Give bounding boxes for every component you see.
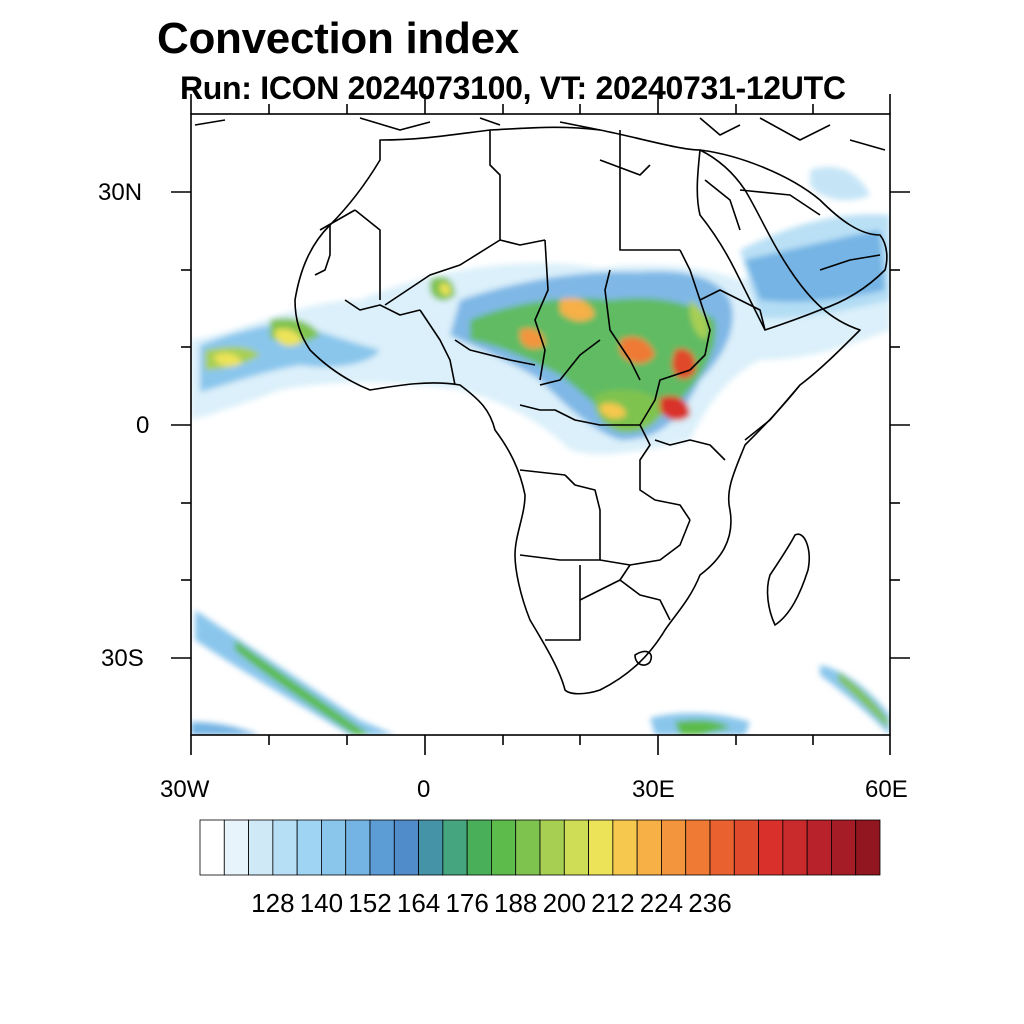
- colorbar-label: 188: [494, 888, 538, 918]
- lon-label-30e: 30E: [632, 776, 675, 803]
- colorbar-swatch: [321, 819, 347, 876]
- colorbar: [199, 819, 881, 876]
- colorbar-swatch: [636, 819, 662, 876]
- colorbar-swatch: [563, 819, 589, 876]
- colorbar-swatch: [831, 819, 857, 876]
- colorbar-swatch: [442, 819, 468, 876]
- colorbar-swatch: [248, 819, 274, 876]
- convection-field: [191, 166, 890, 735]
- colorbar-swatch: [515, 819, 541, 876]
- colorbar-swatch: [758, 819, 784, 876]
- lon-label-60e: 60E: [865, 776, 908, 803]
- colorbar-label: 200: [542, 888, 586, 918]
- colorbar-swatch: [733, 819, 759, 876]
- chart-title: Convection index: [157, 14, 519, 63]
- colorbar-label: 164: [396, 888, 441, 918]
- colorbar-swatch: [685, 819, 711, 876]
- colorbar-label: 140: [299, 888, 344, 918]
- colorbar-label: 236: [688, 888, 732, 918]
- colorbar-swatch: [272, 819, 298, 876]
- lat-label-30s: 30S: [101, 645, 144, 672]
- lon-label-30w: 30W: [160, 776, 210, 803]
- colorbar-swatch: [491, 819, 517, 876]
- colorbar-swatch: [223, 819, 249, 876]
- colorbar-swatch: [369, 819, 395, 876]
- colorbar-swatch: [466, 819, 492, 876]
- colorbar-swatch: [539, 819, 565, 876]
- colorbar-swatch: [199, 819, 225, 876]
- colorbar-swatch: [661, 819, 687, 876]
- lat-label-30n: 30N: [98, 179, 143, 206]
- colorbar-swatch: [345, 819, 371, 876]
- lon-label-0: 0: [417, 776, 431, 803]
- lat-label-0: 0: [136, 412, 150, 439]
- country-borders: [194, 117, 888, 695]
- colorbar-label: 176: [445, 888, 489, 918]
- colorbar-label: 212: [591, 888, 635, 918]
- colorbar-swatch: [296, 819, 322, 876]
- colorbar-swatch: [612, 819, 638, 876]
- colorbar-swatch: [418, 819, 444, 876]
- colorbar-swatch: [855, 819, 881, 876]
- colorbar-swatch: [806, 819, 832, 876]
- colorbar-swatch: [782, 819, 808, 876]
- colorbar-swatch: [709, 819, 735, 876]
- axis-ticks: [171, 94, 910, 755]
- chart-subtitle: Run: ICON 2024073100, VT: 20240731-12UTC: [180, 70, 846, 106]
- colorbar-label: 152: [348, 888, 392, 918]
- colorbar-swatch: [393, 819, 419, 876]
- colorbar-label: 128: [251, 888, 295, 918]
- colorbar-swatch: [588, 819, 614, 876]
- colorbar-label: 224: [639, 888, 684, 918]
